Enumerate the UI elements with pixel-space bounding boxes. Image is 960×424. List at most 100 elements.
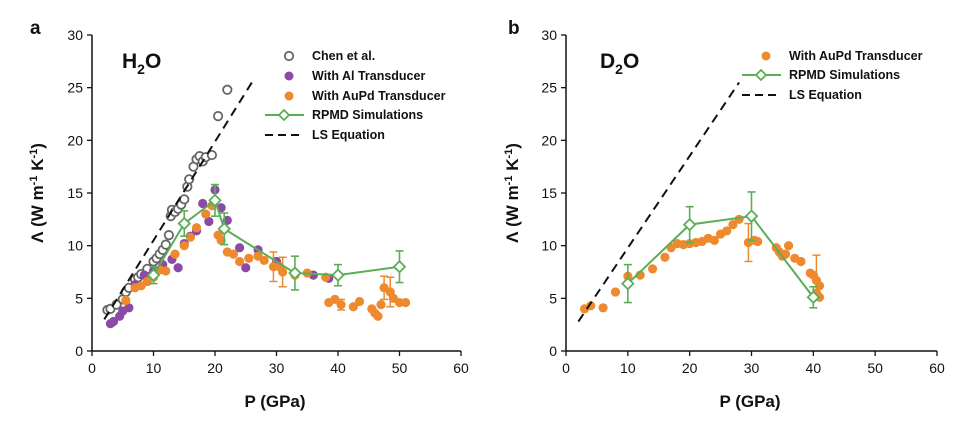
panel-letter: b (508, 18, 520, 39)
legend-item-chen: Chen et al. (283, 49, 375, 63)
axes: 0 10 20 30 40 50 60 0 5 10 15 20 25 30 (541, 27, 945, 376)
y-axis-label: Λ (W m-1 K-1) (28, 143, 47, 243)
y-tick-label: 30 (541, 27, 557, 43)
aupd-transducer-point (348, 302, 358, 312)
rpmd-point (392, 259, 407, 274)
al-transducer-point (235, 243, 245, 253)
legend-item-aupd: With AuPd Transducer (761, 49, 923, 63)
aupd-transducer-point (354, 296, 365, 307)
chen-point (212, 111, 224, 122)
axes: 0 10 20 30 40 50 60 0 5 10 15 20 25 30 (67, 27, 469, 376)
legend-label-ls: LS Equation (789, 88, 862, 102)
aupd-transducer-point (728, 220, 738, 230)
aupd-transducer-point (373, 311, 383, 321)
y-tick-label: 5 (75, 290, 83, 306)
x-tick-label: 10 (146, 360, 162, 376)
aupd-transducer-point (121, 295, 131, 306)
al-transducer-point (198, 198, 208, 209)
panel-title-subscript: 2 (615, 61, 623, 77)
legend-label-rpmd: RPMD Simulations (312, 108, 423, 122)
rpmd-point (217, 222, 231, 236)
aupd-transducer-point (201, 209, 211, 219)
aupd-transducer-point (598, 303, 608, 313)
rpmd-point (208, 193, 222, 208)
panel-title-end: O (145, 50, 161, 73)
rpmd-point (682, 217, 697, 232)
y-tick-label: 10 (541, 238, 557, 254)
y-axis-label: Λ (W m-1 K-1) (503, 143, 522, 243)
al-transducer-point (241, 263, 251, 273)
x-tick-label: 30 (744, 360, 760, 376)
legend-label-al: With Al Transducer (312, 69, 425, 83)
aupd-transducer-point (734, 214, 744, 224)
aupd-transducer-point (722, 226, 732, 236)
x-tick-label: 20 (682, 360, 698, 376)
chen-point (179, 194, 190, 205)
x-axis-label: P (GPa) (719, 392, 780, 411)
panel-title-main: H (122, 50, 137, 73)
y-tick-label: 10 (67, 238, 83, 254)
y-tick-label: 15 (541, 185, 557, 201)
legend-item-ls: LS Equation (742, 88, 862, 102)
aupd-transducer-point (228, 249, 239, 259)
x-tick-label: 30 (269, 360, 285, 376)
aupd-transducer-point (753, 236, 763, 247)
aupd-transducer-point (191, 223, 202, 233)
y-tick-label: 25 (67, 80, 83, 96)
aupd-transducer-point (259, 255, 269, 266)
panel-title: H2O (122, 50, 161, 77)
aupd-transducer-point (376, 300, 386, 310)
y-tick-label: 0 (549, 343, 557, 359)
series-layer (102, 81, 411, 329)
x-tick-label: 0 (562, 360, 570, 376)
legend-item-aupd: With AuPd Transducer (284, 89, 446, 103)
al-transducer-point (124, 303, 134, 313)
legend-marker-aupd (284, 91, 294, 101)
legend-label-chen: Chen et al. (312, 49, 375, 63)
aupd-transducer-point (244, 253, 254, 263)
aupd-transducer-point (161, 266, 171, 276)
legend-marker-al (284, 71, 294, 81)
x-tick-label: 60 (929, 360, 945, 376)
rpmd-point (621, 276, 635, 291)
al-transducer-point (108, 316, 119, 327)
chen-point (184, 174, 195, 185)
aupd-transducer-point (647, 264, 658, 274)
legend-item-rpmd: RPMD Simulations (265, 108, 423, 122)
x-tick-label: 40 (330, 360, 346, 376)
aupd-transducer-point (170, 249, 180, 259)
x-tick-label: 60 (453, 360, 469, 376)
ls-equation-line (103, 81, 253, 320)
x-tick-label: 20 (207, 360, 223, 376)
legend-label-ls: LS Equation (312, 128, 385, 142)
aupd-transducer-point (814, 281, 825, 291)
aupd-transducer-point (796, 256, 806, 267)
y-tick-label: 20 (541, 132, 557, 148)
rpmd-point (331, 268, 345, 282)
y-tick-label: 15 (67, 185, 83, 201)
y-tick-label: 20 (67, 132, 83, 148)
panel-title-main: D (600, 50, 615, 73)
aupd-transducer-point (179, 241, 189, 251)
aupd-transducer-point (185, 232, 195, 242)
legend-marker-aupd (761, 51, 771, 61)
x-tick-label: 10 (620, 360, 636, 376)
x-tick-label: 50 (867, 360, 883, 376)
legend: Chen et al. With Al Transducer With AuPd… (265, 49, 446, 142)
chen-point (222, 84, 233, 95)
ls-equation-line (577, 81, 740, 323)
legend: With AuPd Transducer RPMD Simulations LS… (742, 49, 923, 102)
legend-marker-rpmd (754, 68, 768, 82)
legend-item-al: With Al Transducer (284, 69, 425, 83)
rpmd-point (146, 268, 161, 282)
rpmd-point (177, 216, 192, 231)
aupd-transducer-point (278, 267, 288, 277)
aupd-transducer-point (709, 235, 720, 245)
legend-marker-chen (283, 50, 295, 62)
chen-point (206, 149, 218, 161)
rpmd-point (288, 266, 302, 280)
aupd-transducer-point (235, 256, 245, 267)
